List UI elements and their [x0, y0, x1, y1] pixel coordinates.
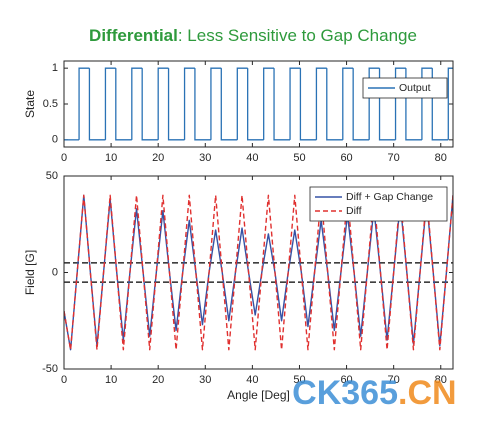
- step-segment: [220, 68, 238, 141]
- y-tick-label: 0: [52, 266, 58, 278]
- y-axis-label: State: [23, 90, 37, 118]
- x-axis-label: Angle [Deg]: [227, 388, 290, 402]
- title-bold: Differential: [89, 26, 178, 45]
- y-tick-label: -50: [42, 363, 58, 375]
- axes-frame: [63, 60, 454, 148]
- series-line: [64, 194, 453, 351]
- y-tick-label: 0.5: [43, 98, 58, 110]
- step-segment: [115, 68, 132, 141]
- step-segment: [263, 67, 275, 140]
- x-tick-label: 60: [340, 374, 352, 386]
- step-segment: [368, 67, 380, 140]
- step-segment: [167, 68, 185, 141]
- x-tick-label: 40: [246, 374, 258, 386]
- x-tick-label: 20: [152, 152, 164, 164]
- x-tick-label: 20: [152, 374, 164, 386]
- step-segment: [299, 68, 317, 141]
- y-tick-label: 0: [52, 134, 58, 146]
- legend-label: Output: [399, 82, 431, 94]
- legend-box: [362, 77, 448, 99]
- x-tick-label: 80: [435, 374, 447, 386]
- legend-label: Diff + Gap Change: [346, 191, 433, 203]
- legend-label: Diff: [346, 205, 362, 217]
- step-segment: [421, 67, 433, 140]
- axes: [64, 61, 453, 147]
- x-tick-label: 30: [199, 152, 211, 164]
- step-segment: [236, 67, 248, 140]
- x-tick-label: 80: [435, 152, 447, 164]
- step-segment: [447, 67, 453, 140]
- y-tick-label: 50: [46, 170, 58, 182]
- axes-frame: [63, 175, 454, 370]
- y-tick-label: 1: [52, 62, 58, 74]
- step-segment: [194, 68, 211, 141]
- x-tick-label: 40: [246, 152, 258, 164]
- plot-area: [64, 194, 453, 351]
- title-rest: : Less Sensitive to Gap Change: [178, 26, 417, 45]
- step-segment: [88, 68, 106, 141]
- x-tick-label: 70: [388, 374, 400, 386]
- step-segment: [131, 67, 143, 140]
- step-segment: [342, 67, 354, 140]
- figure-title: Differential: Less Sensitive to Gap Chan…: [89, 26, 417, 45]
- step-segment: [315, 67, 327, 140]
- x-tick-label: 0: [61, 152, 67, 164]
- step-segment: [78, 67, 90, 140]
- x-tick-label: 50: [293, 374, 305, 386]
- step-segment: [289, 67, 301, 140]
- step-segment: [273, 68, 291, 141]
- watermark: .CN: [398, 374, 457, 412]
- step-segment: [247, 68, 264, 141]
- step-segment: [141, 68, 159, 141]
- step-segment: [210, 67, 222, 140]
- legend-box: [309, 186, 448, 222]
- watermark: CK365: [292, 374, 398, 412]
- x-tick-label: 10: [105, 152, 117, 164]
- x-tick-label: 30: [199, 374, 211, 386]
- step-segment: [326, 68, 343, 141]
- step-segment: [104, 67, 116, 140]
- step-segment: [157, 67, 169, 140]
- x-tick-label: 60: [340, 152, 352, 164]
- x-tick-label: 50: [293, 152, 305, 164]
- step-segment: [394, 67, 406, 140]
- x-tick-label: 10: [105, 374, 117, 386]
- y-axis-label: Field [G]: [23, 250, 37, 295]
- x-tick-label: 0: [61, 374, 67, 386]
- step-segment: [352, 68, 370, 141]
- step-segment: [183, 67, 195, 140]
- plot-area: [64, 67, 453, 141]
- x-tick-label: 70: [388, 152, 400, 164]
